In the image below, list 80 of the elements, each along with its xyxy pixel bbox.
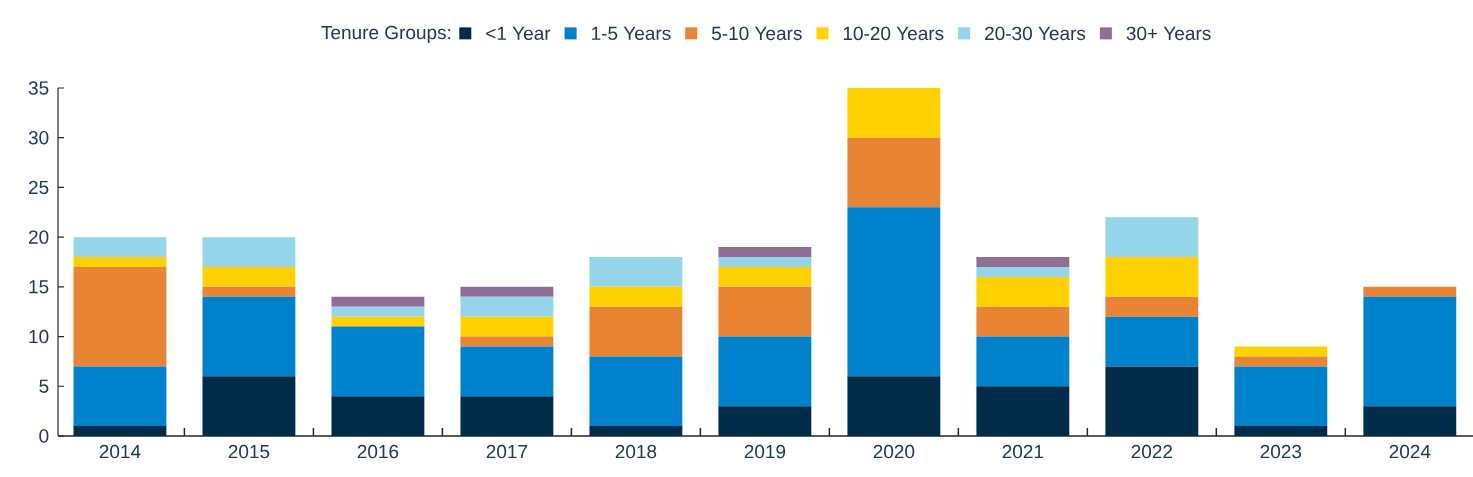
bar: [202, 296, 296, 377]
x-tick-label: 2022: [1131, 444, 1173, 459]
y-tick-label: 35: [28, 81, 49, 95]
bar: [73, 257, 167, 267]
x-tick-label: 2016: [357, 444, 399, 459]
legend-label: 30+ Years: [1126, 26, 1211, 41]
bar: [202, 266, 296, 287]
bar: [1105, 316, 1199, 367]
x-tick-label: 2019: [744, 444, 786, 459]
bar: [73, 426, 167, 436]
bar: [847, 207, 941, 377]
bar: [202, 376, 296, 436]
bar: [589, 356, 683, 427]
bar: [460, 286, 554, 297]
bar: [331, 296, 425, 307]
bar: [202, 286, 296, 297]
bar: [460, 296, 554, 317]
x-tick-label: 2024: [1389, 444, 1431, 459]
bar: [1234, 356, 1328, 367]
bar: [460, 316, 554, 337]
bar: [847, 87, 941, 138]
bar: [460, 396, 554, 436]
x-tick-label: 2018: [615, 444, 657, 459]
legend-label: 1-5 Years: [592, 26, 671, 41]
y-tick-label: 15: [29, 280, 49, 294]
bar: [1105, 257, 1199, 297]
bar: [331, 326, 425, 397]
bar: [718, 266, 812, 287]
y-tick-label: 5: [39, 379, 49, 393]
bar: [460, 336, 554, 347]
x-tick-label: 2014: [99, 444, 141, 459]
bar: [1105, 217, 1199, 258]
bar: [1234, 366, 1328, 427]
y-tick-label: 25: [28, 180, 49, 195]
bar: [1363, 296, 1457, 407]
bar: [1105, 366, 1199, 436]
y-tick-label: 20: [28, 230, 49, 244]
bar: [976, 266, 1070, 277]
bar: [331, 316, 425, 327]
legend-label: <1 Year: [486, 26, 551, 41]
bar: [589, 306, 683, 357]
legend-label: 5-10 Years: [711, 26, 802, 41]
bar: [718, 406, 812, 436]
x-tick-label: 2017: [486, 444, 528, 459]
bar: [976, 276, 1070, 307]
bar: [331, 396, 425, 436]
x-tick-label: 2020: [873, 444, 915, 459]
bar: [847, 137, 941, 208]
bar: [331, 306, 425, 317]
bar: [73, 366, 167, 427]
bar: [1234, 426, 1328, 436]
bar: [718, 336, 812, 407]
bar: [976, 306, 1070, 337]
bar: [1363, 406, 1457, 436]
y-tick-label: 0: [39, 429, 49, 443]
bar: [73, 266, 167, 367]
bar: [1105, 296, 1199, 317]
bar: [976, 336, 1070, 387]
bar: [589, 257, 683, 287]
bar: [718, 247, 812, 258]
bar: [73, 237, 167, 258]
x-tick-label: 2023: [1260, 444, 1302, 459]
x-tick-label: 2021: [1002, 444, 1044, 459]
y-tick-label: 10: [29, 329, 49, 344]
bar: [847, 376, 941, 436]
bar: [718, 257, 812, 267]
bar: [976, 386, 1070, 436]
bar: [976, 257, 1070, 267]
bar: [202, 237, 296, 267]
x-tick-label: 2015: [228, 444, 270, 459]
bar: [1363, 286, 1457, 297]
bar: [1234, 346, 1328, 357]
bar: [589, 426, 683, 436]
y-tick-label: 30: [28, 130, 49, 145]
bar: [718, 286, 812, 337]
legend-label: 10-20 Years: [843, 26, 944, 41]
bar: [460, 346, 554, 397]
bar: [589, 286, 683, 307]
legend-label: 20-30 Years: [985, 26, 1086, 41]
legend-title: Tenure Groups:: [321, 25, 451, 43]
